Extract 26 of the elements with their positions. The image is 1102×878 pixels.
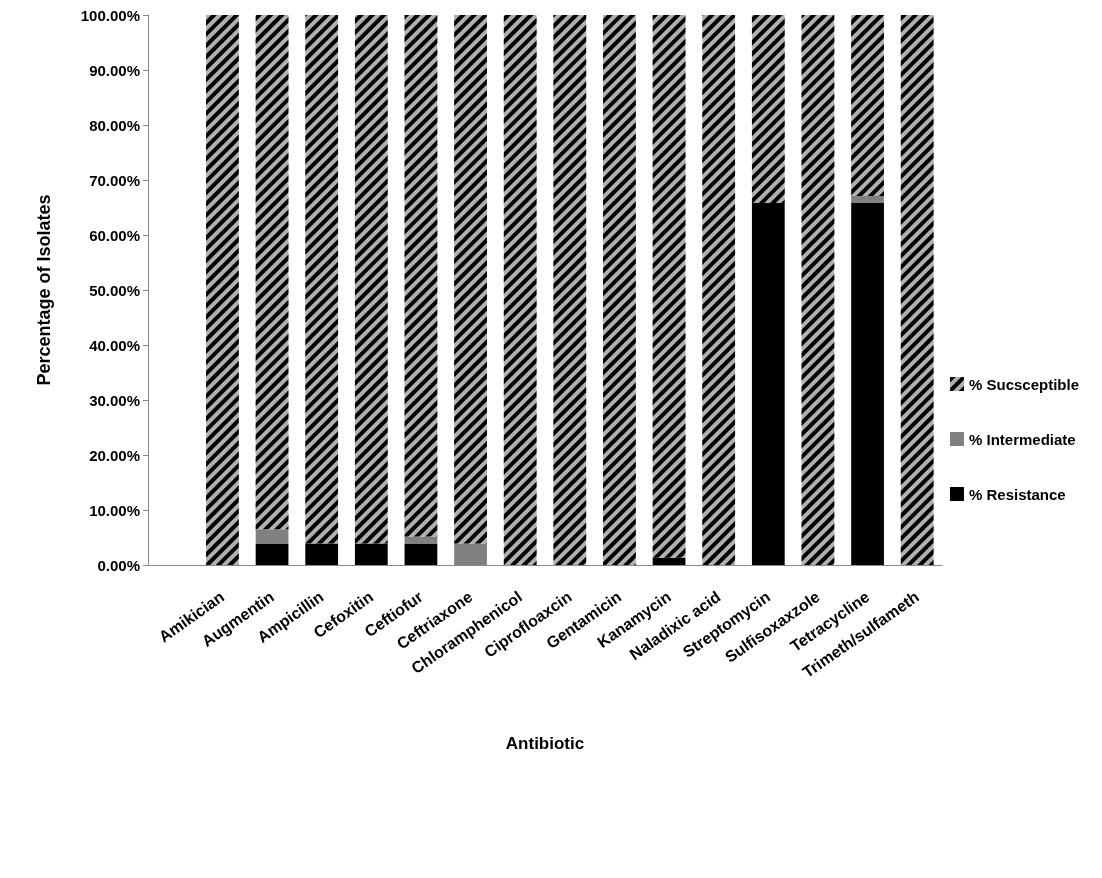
y-tick-label: 10.00%: [89, 501, 140, 519]
bar: [652, 557, 686, 565]
bar: [851, 195, 884, 204]
y-tick-label: 30.00%: [89, 391, 140, 409]
bar: [354, 543, 388, 565]
y-tick-label: 80.00%: [89, 116, 140, 134]
y-tick-label: 90.00%: [89, 61, 140, 79]
y-tick-label: 70.00%: [89, 171, 140, 189]
bar: [404, 536, 438, 544]
y-tick-label: 100.00%: [80, 6, 140, 24]
bar: [404, 543, 438, 565]
y-axis-title: Percentage of Isolates: [34, 194, 54, 386]
bar: [255, 543, 289, 565]
legend-label: % Resistance: [968, 485, 1066, 503]
x-axis-title: Antibiotic: [505, 734, 585, 753]
legend-label: % Intermediate: [968, 430, 1076, 448]
bar: [255, 529, 289, 544]
y-tick-label: 20.00%: [89, 446, 140, 464]
legend-label: % Sucsceptible: [968, 375, 1080, 393]
bar: [851, 203, 884, 565]
y-tick-label: 40.00%: [89, 336, 140, 354]
bar: [305, 543, 339, 565]
y-tick-label: 50.00%: [89, 281, 140, 299]
bar: [751, 203, 785, 565]
y-tick-label: 60.00%: [89, 226, 140, 244]
y-tick-label: 0.00%: [97, 556, 140, 574]
